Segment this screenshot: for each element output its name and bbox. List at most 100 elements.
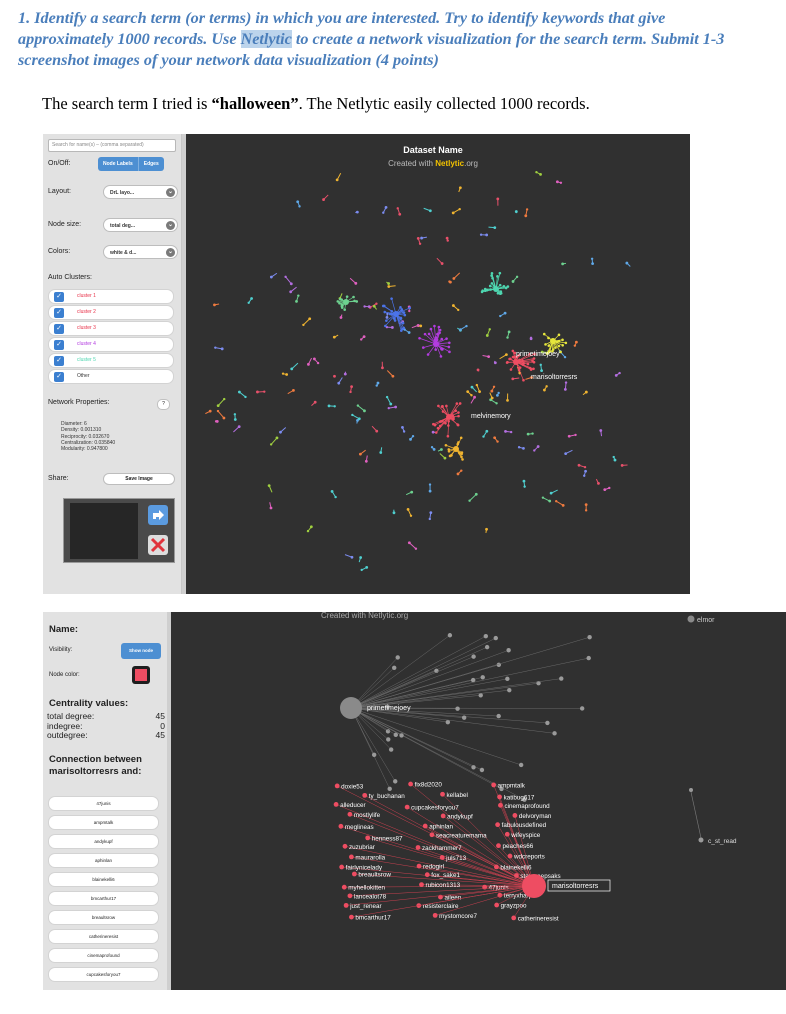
node[interactable] [360, 568, 363, 572]
checkbox-icon[interactable]: ✓ [54, 356, 64, 366]
node[interactable] [384, 205, 388, 209]
node[interactable] [449, 454, 453, 457]
name-search-input[interactable]: Search for name(s) – (comma separated) [48, 139, 176, 152]
node[interactable] [355, 300, 359, 303]
node[interactable] [237, 390, 241, 394]
node-cinemaprofound[interactable] [498, 802, 503, 808]
node[interactable] [263, 390, 266, 393]
node[interactable] [493, 436, 497, 440]
node[interactable] [432, 447, 436, 451]
node[interactable] [385, 315, 389, 319]
node[interactable] [337, 381, 341, 385]
list-item[interactable]: catherineresist [48, 929, 159, 944]
node[interactable] [386, 312, 389, 316]
node[interactable] [371, 752, 377, 757]
node[interactable] [401, 321, 405, 325]
node[interactable] [579, 706, 585, 711]
node[interactable] [363, 305, 366, 308]
node[interactable] [481, 289, 484, 292]
network-graph-detail[interactable]: Created with Netlytic.org elmor doxie53 f… [171, 611, 786, 990]
cluster-hub[interactable] [446, 414, 452, 420]
node[interactable] [499, 314, 502, 318]
node[interactable] [485, 527, 488, 531]
node[interactable] [382, 211, 385, 214]
cluster-hub[interactable] [493, 286, 499, 292]
node[interactable] [498, 271, 502, 275]
node[interactable] [539, 363, 542, 367]
node[interactable] [351, 413, 354, 417]
node-henness87[interactable] [365, 835, 371, 841]
checkbox-icon[interactable]: ✓ [54, 308, 64, 318]
node[interactable] [279, 430, 282, 434]
node[interactable] [339, 316, 343, 319]
node[interactable] [614, 373, 618, 377]
node[interactable] [399, 733, 404, 738]
node[interactable] [434, 348, 437, 351]
node[interactable] [564, 341, 568, 345]
node[interactable] [526, 362, 530, 366]
node[interactable] [381, 366, 384, 370]
node-juls713[interactable] [439, 855, 445, 860]
node[interactable] [586, 655, 591, 661]
node[interactable] [394, 405, 398, 409]
cluster-item[interactable]: ✓ cluster 3 [48, 321, 174, 336]
node[interactable] [503, 311, 507, 315]
node[interactable] [345, 295, 349, 298]
node[interactable] [430, 446, 434, 449]
node[interactable] [429, 327, 433, 331]
node[interactable] [493, 361, 497, 365]
node[interactable] [330, 490, 334, 493]
node[interactable] [470, 394, 473, 397]
node[interactable] [383, 310, 387, 314]
list-item[interactable]: blainekelli6 [48, 872, 159, 887]
network-graph-overview[interactable]: Dataset Name Created with Netlytic.org p… [186, 134, 690, 594]
scrollbar[interactable] [167, 612, 171, 990]
node-zuzubriar[interactable] [342, 843, 348, 849]
node[interactable] [458, 402, 462, 405]
node[interactable] [539, 172, 542, 176]
node[interactable] [393, 319, 397, 322]
node[interactable] [457, 414, 460, 418]
node[interactable] [506, 336, 509, 339]
node[interactable] [470, 385, 474, 389]
node[interactable] [456, 472, 460, 476]
node[interactable] [208, 409, 212, 413]
node[interactable] [473, 395, 476, 399]
node[interactable] [517, 354, 521, 357]
node[interactable] [528, 352, 531, 356]
node[interactable] [529, 336, 533, 340]
node[interactable] [355, 210, 359, 214]
cluster-item[interactable]: ✓ cluster 1 [48, 289, 174, 304]
node[interactable] [476, 368, 480, 372]
node[interactable] [445, 236, 449, 240]
node[interactable] [620, 463, 624, 467]
node[interactable] [400, 308, 404, 311]
list-item[interactable]: cupcakesforyou7 [48, 967, 159, 982]
node[interactable] [478, 693, 483, 698]
node[interactable] [440, 262, 444, 265]
node[interactable] [509, 357, 512, 361]
node[interactable] [395, 655, 400, 660]
node[interactable] [564, 452, 568, 456]
node[interactable] [488, 328, 491, 331]
list-item[interactable]: cinemaprofound [48, 948, 159, 963]
node-staycreepsaks[interactable] [514, 873, 519, 878]
node[interactable] [448, 341, 451, 345]
node[interactable] [597, 482, 600, 485]
node[interactable] [332, 335, 336, 339]
node[interactable] [423, 332, 427, 336]
node[interactable] [269, 506, 273, 510]
node[interactable] [557, 333, 561, 337]
node[interactable] [458, 186, 462, 190]
node[interactable] [399, 306, 402, 309]
node[interactable] [474, 492, 478, 496]
node[interactable] [618, 371, 621, 375]
node[interactable] [216, 409, 220, 413]
node[interactable] [495, 393, 499, 397]
node[interactable] [433, 324, 436, 328]
colors-select[interactable]: white & d... ⌄ [103, 245, 178, 259]
node[interactable] [496, 440, 499, 443]
node[interactable] [387, 282, 391, 285]
node[interactable] [577, 463, 581, 467]
node[interactable] [389, 402, 393, 406]
